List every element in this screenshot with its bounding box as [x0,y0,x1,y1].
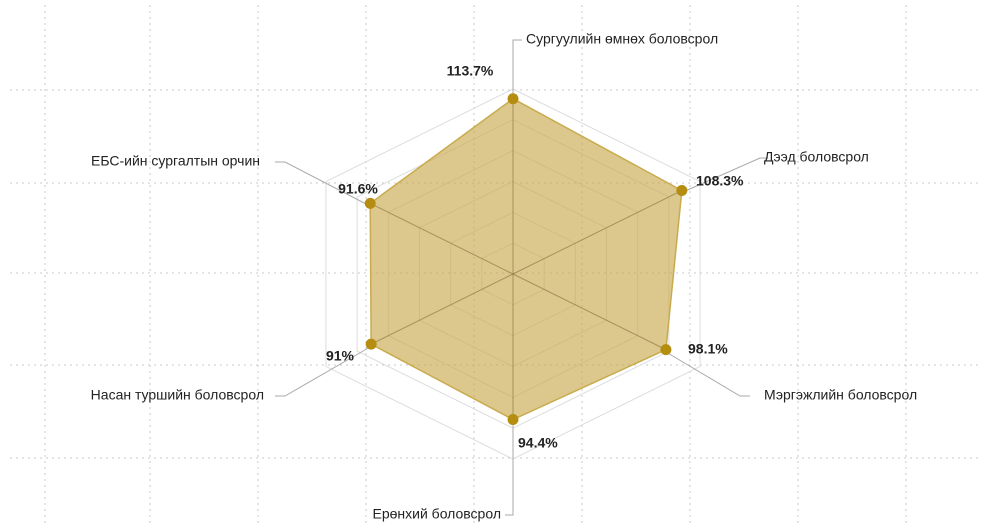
category-label: Мэргэжлийн боловсрол [764,387,917,403]
leader-line [512,39,522,99]
spoke [370,273,514,345]
leader-line [665,351,750,397]
category-label: Сургуулийн өмнөх боловсрол [526,31,718,47]
category-label: Насан туршийн боловсрол [91,387,264,403]
data-point [660,344,672,356]
data-point [364,197,376,209]
value-label: 94.4% [518,435,558,451]
radar-area [369,97,683,421]
spoke [512,273,667,351]
value-label: 91.6% [338,181,378,197]
leader-line [505,421,514,516]
category-label: ЕБС-ийн сургалтын орчин [91,153,260,169]
category-label: Дээд боловсрол [764,149,869,165]
value-label: 113.7% [447,63,494,79]
data-point [507,414,519,426]
value-label: 98.1% [688,341,728,357]
data-point [507,93,519,105]
value-label: 91% [326,348,355,364]
value-label: 108.3% [696,173,744,189]
category-label: Ерөнхий боловсрол [373,506,502,522]
leader-line [275,161,371,207]
data-point [365,338,377,350]
spoke [512,190,683,275]
spoke [369,202,514,275]
data-point [676,185,688,197]
leader-line [682,157,768,193]
background-grid [10,5,980,525]
leader-line [275,346,371,397]
